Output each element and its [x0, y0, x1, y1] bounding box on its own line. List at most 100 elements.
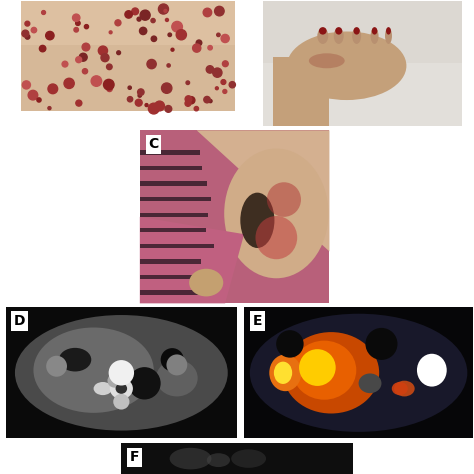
Ellipse shape — [116, 383, 127, 394]
Ellipse shape — [15, 315, 228, 430]
Ellipse shape — [371, 28, 379, 44]
Bar — [263, 64, 462, 126]
Circle shape — [140, 10, 150, 20]
Circle shape — [22, 81, 30, 89]
Ellipse shape — [189, 269, 223, 296]
Circle shape — [229, 82, 236, 88]
Circle shape — [165, 106, 172, 112]
Circle shape — [168, 33, 172, 36]
Circle shape — [365, 328, 398, 360]
Ellipse shape — [385, 28, 392, 44]
Ellipse shape — [274, 362, 292, 384]
Circle shape — [171, 48, 174, 51]
Bar — [21, 1, 235, 45]
Circle shape — [204, 96, 210, 103]
Ellipse shape — [417, 354, 447, 387]
Circle shape — [144, 10, 148, 15]
Circle shape — [25, 35, 30, 39]
Circle shape — [221, 80, 226, 84]
Circle shape — [39, 46, 46, 52]
Ellipse shape — [170, 448, 211, 469]
Polygon shape — [140, 217, 244, 303]
Ellipse shape — [59, 348, 91, 372]
Circle shape — [31, 27, 36, 33]
Ellipse shape — [287, 31, 406, 100]
Circle shape — [76, 57, 82, 63]
Circle shape — [276, 330, 304, 358]
Circle shape — [221, 35, 229, 43]
Bar — [273, 57, 329, 126]
Circle shape — [128, 86, 131, 89]
Circle shape — [209, 100, 212, 103]
Circle shape — [158, 4, 168, 14]
Circle shape — [109, 360, 134, 385]
Ellipse shape — [334, 28, 344, 44]
Circle shape — [172, 21, 182, 32]
Circle shape — [151, 36, 156, 42]
Bar — [140, 130, 329, 303]
Ellipse shape — [269, 355, 301, 391]
Circle shape — [213, 68, 222, 77]
Circle shape — [22, 30, 29, 37]
Circle shape — [215, 87, 219, 90]
Circle shape — [101, 54, 109, 62]
Circle shape — [155, 101, 164, 111]
Text: F: F — [129, 450, 139, 465]
Circle shape — [196, 40, 202, 46]
Ellipse shape — [359, 374, 382, 393]
Ellipse shape — [156, 360, 198, 396]
Bar — [140, 244, 214, 248]
Bar — [21, 1, 235, 111]
Circle shape — [84, 25, 89, 29]
Circle shape — [48, 84, 58, 94]
Circle shape — [185, 96, 192, 102]
Circle shape — [62, 61, 68, 67]
Ellipse shape — [309, 53, 345, 68]
Ellipse shape — [110, 378, 133, 399]
Text: C: C — [148, 137, 159, 152]
Circle shape — [109, 31, 112, 34]
Bar — [140, 291, 201, 295]
Ellipse shape — [207, 453, 230, 467]
Circle shape — [151, 18, 155, 23]
Bar — [140, 166, 202, 170]
Circle shape — [222, 61, 228, 67]
Circle shape — [76, 21, 80, 26]
Circle shape — [117, 51, 120, 55]
Circle shape — [161, 348, 184, 371]
Circle shape — [137, 17, 141, 21]
Ellipse shape — [394, 381, 415, 396]
Circle shape — [48, 107, 51, 109]
Circle shape — [128, 97, 133, 102]
Circle shape — [203, 8, 212, 17]
Circle shape — [208, 46, 212, 50]
Circle shape — [167, 64, 170, 67]
Bar — [140, 197, 211, 201]
Circle shape — [215, 6, 224, 16]
Circle shape — [98, 46, 108, 55]
Ellipse shape — [267, 182, 301, 217]
Ellipse shape — [292, 341, 356, 400]
Circle shape — [145, 104, 148, 107]
Circle shape — [79, 53, 87, 61]
Bar — [244, 307, 473, 438]
Circle shape — [137, 89, 144, 95]
Circle shape — [115, 20, 121, 26]
Circle shape — [82, 43, 90, 51]
Circle shape — [91, 76, 101, 86]
Ellipse shape — [283, 332, 379, 413]
Circle shape — [76, 100, 82, 106]
Ellipse shape — [224, 148, 328, 278]
Circle shape — [108, 374, 121, 388]
Ellipse shape — [250, 314, 467, 432]
Ellipse shape — [240, 192, 274, 248]
Ellipse shape — [231, 449, 266, 468]
Ellipse shape — [354, 27, 360, 35]
Bar — [140, 228, 206, 232]
Circle shape — [132, 8, 138, 15]
Circle shape — [28, 91, 38, 100]
Circle shape — [25, 21, 30, 26]
Circle shape — [192, 44, 201, 52]
Ellipse shape — [392, 382, 408, 395]
Ellipse shape — [113, 394, 129, 410]
